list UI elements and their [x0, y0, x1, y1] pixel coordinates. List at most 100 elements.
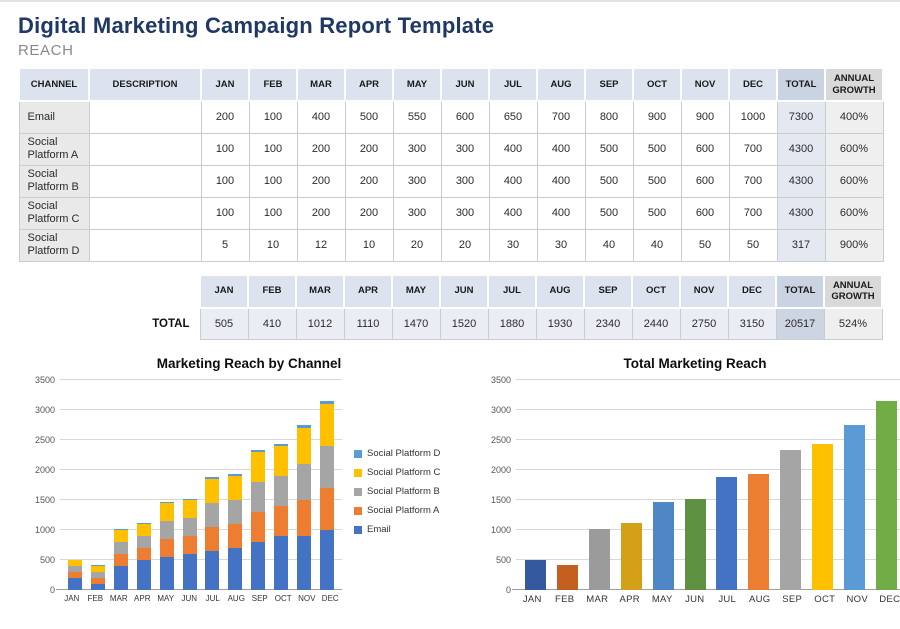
- value-cell[interactable]: 500: [344, 100, 394, 134]
- value-cell[interactable]: 500: [584, 132, 634, 166]
- channel-cell[interactable]: Social Platform A: [18, 132, 90, 166]
- description-cell[interactable]: [88, 100, 202, 134]
- channel-cell[interactable]: Social Platform C: [18, 196, 90, 230]
- value-cell[interactable]: 900: [680, 100, 730, 134]
- value-cell[interactable]: 2750: [679, 307, 729, 340]
- value-cell[interactable]: 300: [392, 196, 442, 230]
- value-cell[interactable]: 1470: [391, 307, 441, 340]
- value-cell[interactable]: 20: [392, 228, 442, 262]
- value-cell[interactable]: 500: [584, 196, 634, 230]
- gridline: [516, 499, 900, 500]
- value-cell[interactable]: 100: [200, 196, 250, 230]
- total-cell[interactable]: 7300: [776, 100, 826, 134]
- x-axis-tick-label: JUN: [685, 594, 705, 605]
- value-cell[interactable]: 3150: [727, 307, 777, 340]
- value-cell[interactable]: 200: [296, 132, 346, 166]
- value-cell[interactable]: 20: [440, 228, 490, 262]
- description-cell[interactable]: [88, 132, 202, 166]
- value-cell[interactable]: 100: [200, 164, 250, 198]
- value-cell[interactable]: 400: [536, 196, 586, 230]
- value-cell[interactable]: 30: [488, 228, 538, 262]
- value-cell[interactable]: 600: [680, 132, 730, 166]
- value-cell[interactable]: 100: [248, 196, 298, 230]
- value-cell[interactable]: 30: [536, 228, 586, 262]
- growth-cell[interactable]: 524%: [823, 307, 883, 340]
- value-cell[interactable]: 2440: [631, 307, 681, 340]
- value-cell[interactable]: 100: [248, 100, 298, 134]
- value-cell[interactable]: 600: [440, 100, 490, 134]
- value-cell[interactable]: 400: [488, 132, 538, 166]
- value-cell[interactable]: 2340: [583, 307, 633, 340]
- value-cell[interactable]: 300: [440, 196, 490, 230]
- value-cell[interactable]: 50: [728, 228, 778, 262]
- value-cell[interactable]: 40: [584, 228, 634, 262]
- value-cell[interactable]: 500: [632, 132, 682, 166]
- growth-cell[interactable]: 900%: [824, 228, 884, 262]
- value-cell[interactable]: 400: [296, 100, 346, 134]
- description-cell[interactable]: [88, 164, 202, 198]
- value-cell[interactable]: 5: [200, 228, 250, 262]
- x-axis-labels: JAN FEB MAR APR MAY JUN JUL AUG SEP OCT NOV DEC: [516, 594, 900, 605]
- value-cell[interactable]: 300: [392, 164, 442, 198]
- total-cell[interactable]: 4300: [776, 196, 826, 230]
- total-cell[interactable]: 20517: [775, 307, 825, 340]
- total-cell[interactable]: 4300: [776, 164, 826, 198]
- value-cell[interactable]: 200: [344, 196, 394, 230]
- value-cell[interactable]: 500: [584, 164, 634, 198]
- growth-cell[interactable]: 600%: [824, 164, 884, 198]
- total-cell[interactable]: 317: [776, 228, 826, 262]
- value-cell[interactable]: 50: [680, 228, 730, 262]
- value-cell[interactable]: 400: [488, 164, 538, 198]
- value-cell[interactable]: 200: [296, 164, 346, 198]
- value-cell[interactable]: 505: [199, 307, 249, 340]
- growth-cell[interactable]: 600%: [824, 132, 884, 166]
- value-cell[interactable]: 300: [440, 132, 490, 166]
- value-cell[interactable]: 410: [247, 307, 297, 340]
- value-cell[interactable]: 1930: [535, 307, 585, 340]
- value-cell[interactable]: 550: [392, 100, 442, 134]
- value-cell[interactable]: 200: [344, 164, 394, 198]
- value-cell[interactable]: 700: [728, 132, 778, 166]
- value-cell[interactable]: 10: [344, 228, 394, 262]
- value-cell[interactable]: 700: [728, 164, 778, 198]
- value-cell[interactable]: 500: [632, 196, 682, 230]
- value-cell[interactable]: 650: [488, 100, 538, 134]
- growth-cell[interactable]: 400%: [824, 100, 884, 134]
- value-cell[interactable]: 12: [296, 228, 346, 262]
- value-cell[interactable]: 1012: [295, 307, 345, 340]
- bar-segment-email: [136, 560, 151, 590]
- value-cell[interactable]: 40: [632, 228, 682, 262]
- value-cell[interactable]: 400: [488, 196, 538, 230]
- value-cell[interactable]: 1110: [343, 307, 393, 340]
- bar-segment-social-platform-d: [136, 523, 151, 524]
- growth-cell[interactable]: 600%: [824, 196, 884, 230]
- total-cell[interactable]: 4300: [776, 132, 826, 166]
- value-cell[interactable]: 1000: [728, 100, 778, 134]
- description-cell[interactable]: [88, 196, 202, 230]
- channel-cell[interactable]: Social Platform D: [18, 228, 90, 262]
- value-cell[interactable]: 1520: [439, 307, 489, 340]
- channel-cell[interactable]: Social Platform B: [18, 164, 90, 198]
- value-cell[interactable]: 600: [680, 164, 730, 198]
- value-cell[interactable]: 100: [248, 164, 298, 198]
- value-cell[interactable]: 700: [536, 100, 586, 134]
- value-cell[interactable]: 1880: [487, 307, 537, 340]
- value-cell[interactable]: 200: [200, 100, 250, 134]
- value-cell[interactable]: 800: [584, 100, 634, 134]
- value-cell[interactable]: 200: [344, 132, 394, 166]
- value-cell[interactable]: 400: [536, 164, 586, 198]
- value-cell[interactable]: 900: [632, 100, 682, 134]
- value-cell[interactable]: 700: [728, 196, 778, 230]
- value-cell[interactable]: 300: [440, 164, 490, 198]
- channel-cell[interactable]: Email: [18, 100, 90, 134]
- bar-segment-email: [319, 530, 334, 590]
- value-cell[interactable]: 400: [536, 132, 586, 166]
- value-cell[interactable]: 300: [392, 132, 442, 166]
- value-cell[interactable]: 600: [680, 196, 730, 230]
- value-cell[interactable]: 100: [200, 132, 250, 166]
- description-cell[interactable]: [88, 228, 202, 262]
- value-cell[interactable]: 500: [632, 164, 682, 198]
- value-cell[interactable]: 100: [248, 132, 298, 166]
- value-cell[interactable]: 10: [248, 228, 298, 262]
- value-cell[interactable]: 200: [296, 196, 346, 230]
